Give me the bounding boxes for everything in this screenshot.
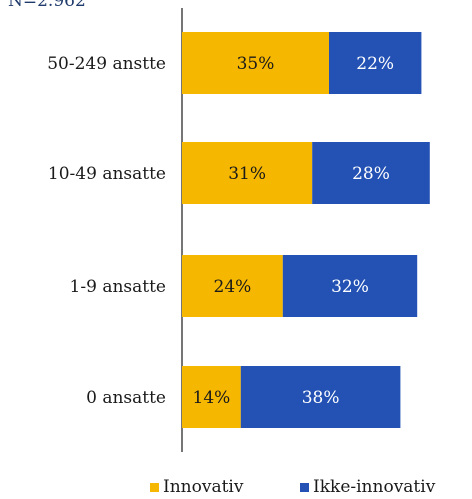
- bar-innovativ-1: [182, 142, 313, 204]
- category-label: 1-9 ansatte: [70, 277, 166, 297]
- legend-label-innovativ: Innovativ: [163, 477, 244, 497]
- bar-value-label: 22%: [356, 54, 394, 74]
- bar-ikke-innovativ-1: [312, 142, 430, 204]
- bar-innovativ-2: [182, 255, 283, 317]
- bar-value-label: 38%: [302, 388, 340, 408]
- bar-ikke-innovativ-3: [240, 366, 401, 428]
- bar-value-label: 35%: [237, 54, 275, 74]
- category-label: 0 ansatte: [86, 388, 166, 408]
- bar-value-label: 24%: [214, 277, 252, 297]
- bar-value-label: 31%: [228, 164, 266, 184]
- bar-ikke-innovativ-0: [329, 32, 422, 94]
- category-label: 10-49 ansatte: [48, 164, 166, 184]
- legend-swatch-ikke-innovativ: [300, 483, 309, 492]
- bar-innovativ-3: [182, 366, 241, 428]
- chart-corner-note: N=2.962: [8, 0, 86, 11]
- category-label: 50-249 anstte: [47, 54, 166, 74]
- legend-swatch-innovativ: [150, 483, 159, 492]
- bar-value-label: 14%: [193, 388, 231, 408]
- bar-value-label: 28%: [352, 164, 390, 184]
- bar-ikke-innovativ-2: [282, 255, 418, 317]
- bar-innovativ-0: [182, 32, 329, 94]
- legend-label-ikke-innovativ: Ikke-innovativ: [313, 477, 436, 497]
- bar-value-label: 32%: [331, 277, 369, 297]
